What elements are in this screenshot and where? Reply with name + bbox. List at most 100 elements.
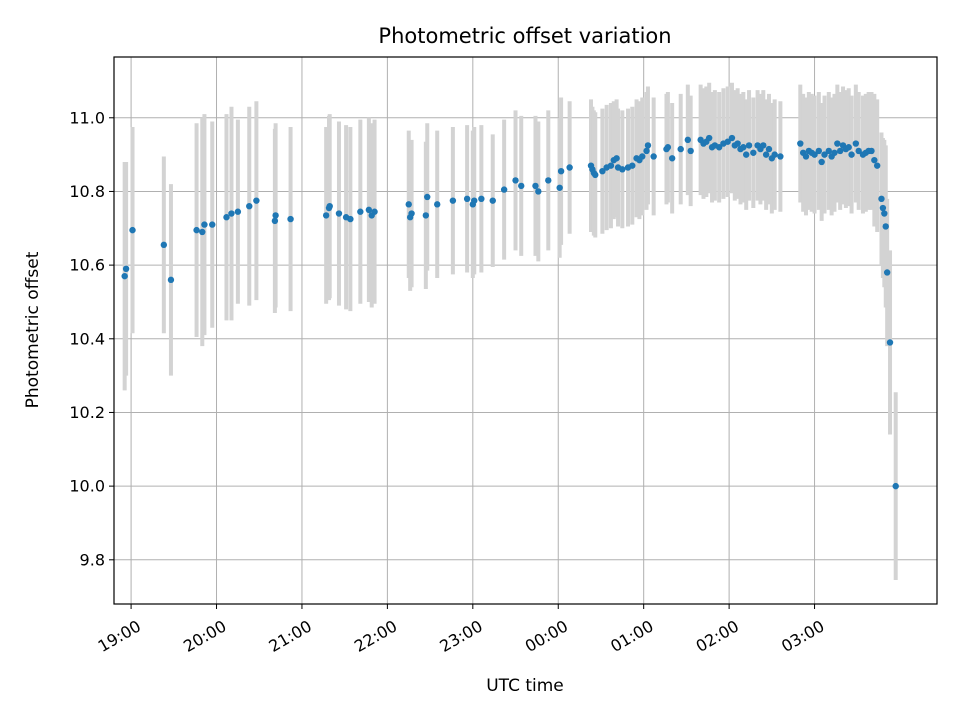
data-point: [879, 204, 887, 212]
data-point: [434, 201, 441, 208]
data-point: [405, 201, 412, 208]
y-tick-label: 10.4: [69, 329, 105, 348]
data-point: [518, 182, 525, 190]
data-point: [765, 145, 773, 153]
data-point: [629, 162, 636, 169]
data-point: [818, 158, 825, 166]
data-point: [771, 151, 778, 158]
data-point: [512, 177, 519, 184]
data-point: [677, 145, 684, 153]
data-points: [121, 134, 899, 490]
data-point: [599, 167, 606, 175]
data-point: [228, 210, 235, 217]
data-point: [745, 142, 753, 149]
y-tick-label: 10.6: [69, 256, 105, 275]
y-axis-ticks: 9.8 10.0 10.2 10.4 10.6 10.8 11.0: [69, 108, 114, 569]
data-point: [825, 147, 832, 155]
data-point: [831, 149, 838, 156]
data-point: [478, 195, 485, 203]
data-point: [449, 197, 457, 204]
data-point: [347, 215, 354, 223]
data-point: [463, 195, 471, 203]
data-point: [592, 171, 599, 179]
data-point: [760, 142, 767, 149]
data-point: [287, 215, 294, 223]
data-point: [489, 197, 496, 204]
x-axis-label: UTC time: [486, 676, 564, 696]
data-point: [639, 153, 646, 160]
y-tick-label: 10.0: [69, 477, 105, 496]
data-point: [500, 186, 508, 193]
data-point: [246, 202, 253, 210]
data-point: [886, 339, 894, 346]
data-point: [834, 140, 841, 147]
data-point: [613, 155, 620, 162]
data-point: [724, 138, 731, 145]
data-point: [734, 140, 741, 147]
data-point: [532, 182, 539, 190]
data-point: [322, 212, 330, 219]
data-point: [684, 136, 692, 144]
data-point: [408, 210, 415, 217]
data-point: [326, 202, 333, 210]
data-point: [892, 482, 899, 490]
data-point: [883, 269, 891, 276]
data-point: [160, 241, 168, 249]
data-point: [357, 208, 364, 215]
data-point: [871, 156, 878, 164]
data-point: [852, 140, 860, 147]
data-point: [644, 142, 652, 149]
data-point: [271, 217, 279, 225]
data-point: [664, 144, 672, 151]
data-point: [882, 223, 889, 230]
data-point: [253, 197, 260, 204]
data-point: [845, 144, 852, 151]
data-point: [815, 147, 823, 155]
y-tick-label: 9.8: [80, 550, 105, 569]
data-point: [743, 151, 750, 158]
data-point: [424, 193, 431, 201]
data-point: [777, 153, 784, 160]
data-point: [821, 151, 828, 158]
data-point: [762, 151, 770, 158]
data-point: [873, 162, 881, 169]
data-point: [209, 221, 216, 228]
data-point: [848, 151, 855, 158]
data-point: [868, 147, 875, 155]
data-point: [193, 226, 200, 234]
data-point: [619, 166, 626, 173]
data-point: [715, 144, 723, 151]
plot-area-frame: [113, 56, 938, 605]
data-point: [750, 149, 757, 156]
data-point: [422, 212, 430, 219]
data-point: [535, 188, 542, 195]
data-point: [811, 151, 818, 158]
y-tick-label: 11.0: [69, 108, 105, 127]
data-point: [335, 210, 343, 217]
data-point: [607, 162, 615, 169]
data-point: [643, 147, 650, 155]
y-tick-label: 10.2: [69, 403, 105, 422]
data-point: [199, 228, 206, 236]
data-point: [371, 208, 378, 215]
data-point: [566, 164, 573, 171]
data-point: [687, 147, 694, 155]
data-point: [668, 155, 676, 162]
data-point: [471, 197, 478, 204]
data-point: [234, 208, 242, 215]
data-point: [728, 134, 736, 142]
data-point: [797, 140, 804, 147]
data-point: [556, 184, 563, 191]
data-point: [122, 265, 130, 273]
chart-title: Photometric offset variation: [378, 24, 671, 48]
y-axis-label: Photometric offset: [23, 251, 43, 408]
data-point: [705, 134, 713, 142]
data-point: [878, 195, 885, 203]
data-point: [740, 144, 747, 151]
data-point: [167, 276, 175, 284]
data-point: [223, 214, 230, 221]
data-point: [802, 153, 810, 160]
y-tick-label: 10.8: [69, 182, 105, 201]
data-point: [129, 226, 136, 234]
